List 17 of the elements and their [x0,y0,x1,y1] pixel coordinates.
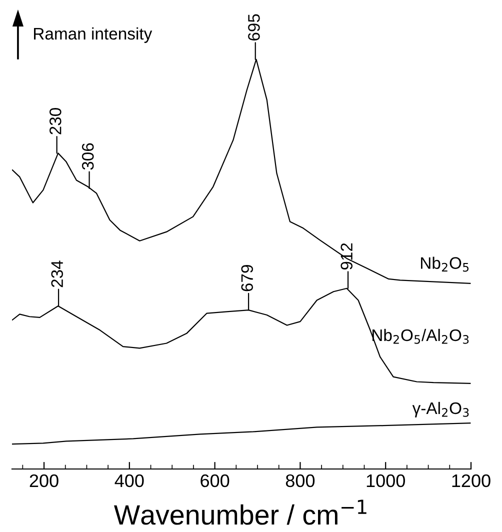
series-label: γ-Al$_{2}$O$_{3}$ [412,402,469,418]
annotation: 679 [241,265,254,292]
series-label: Nb$_{2}$O$_{5}$/Al$_{2}$O$_{3}$ [372,328,469,344]
annotation: 912 [340,243,353,270]
x-tick-label: 1200 [452,474,490,488]
annotation: 230 [50,108,62,134]
x-tick-label: 200 [30,474,58,488]
annotation: 306 [82,143,94,170]
x-tick-label: 800 [286,474,315,488]
x-tick-label: 1000 [366,474,405,488]
x-tick-label: 600 [200,474,230,488]
annotation: 234 [51,260,64,288]
x-axis-title: Wavenumber / cm$^{−1}$ [114,500,366,525]
y-axis-title: Raman intensity [34,27,152,43]
x-tick-label: 400 [114,474,144,488]
series-label: Nb$_{2}$O$_{5}$ [421,256,469,272]
annotation: 695 [248,14,260,40]
